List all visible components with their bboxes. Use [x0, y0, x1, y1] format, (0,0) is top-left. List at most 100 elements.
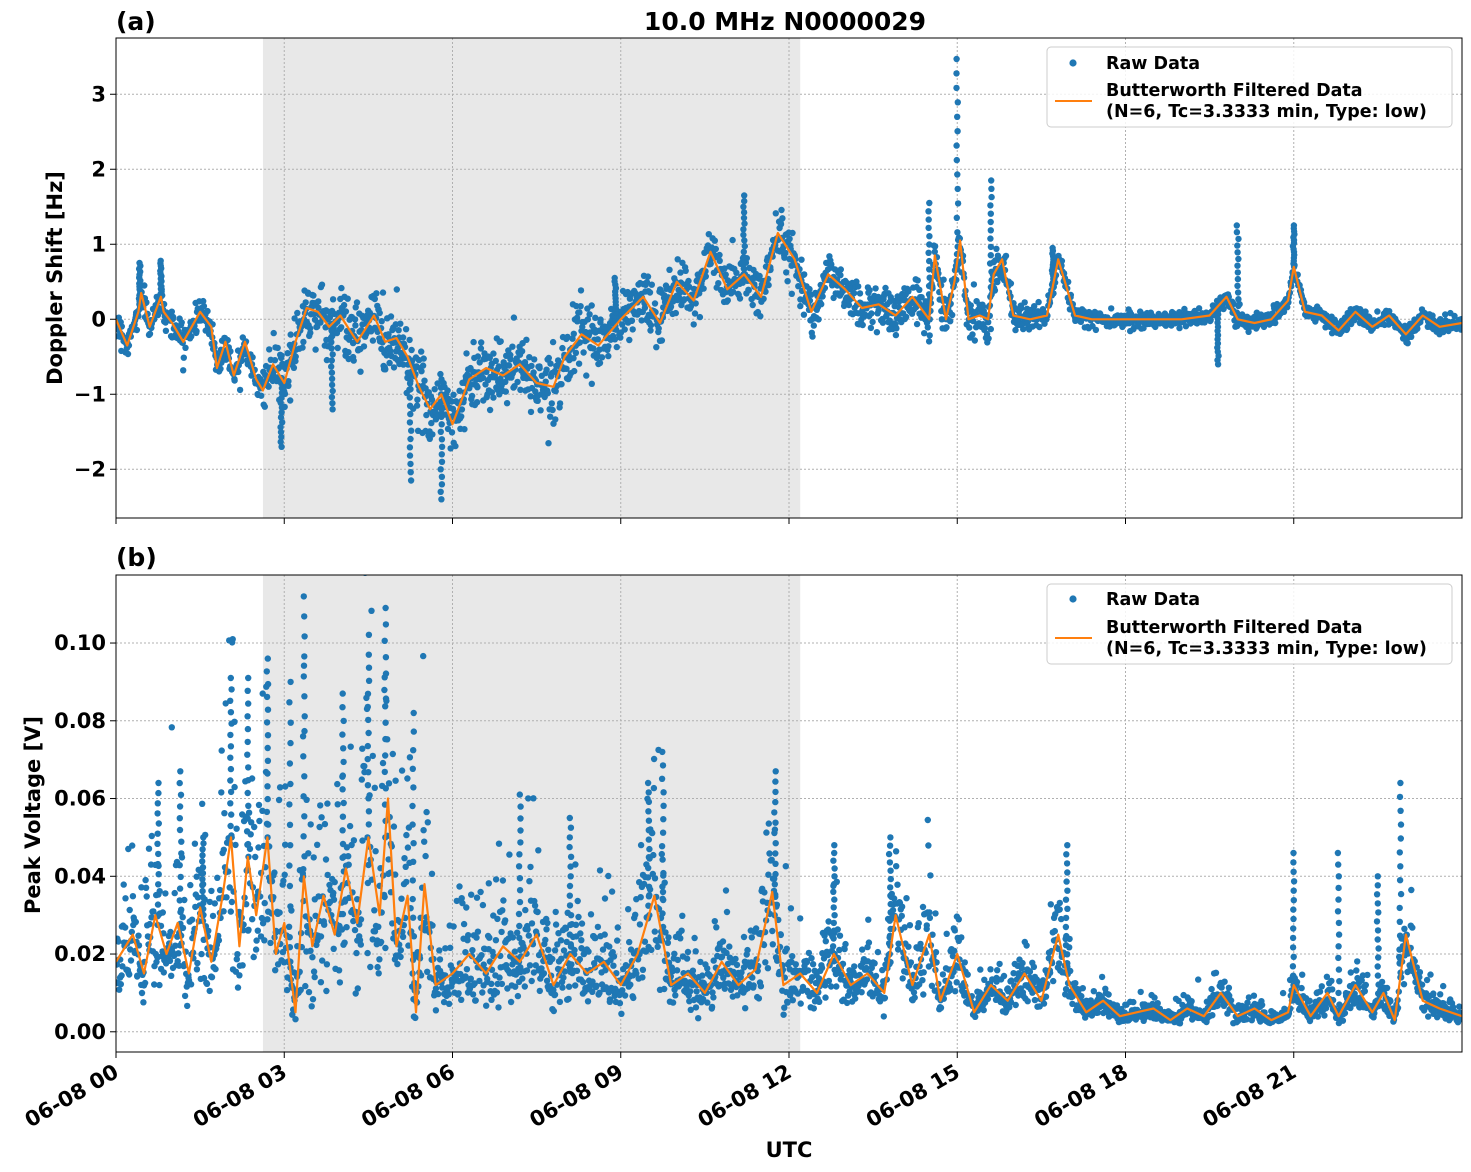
raw-data-point	[608, 888, 616, 895]
raw-data-point	[865, 916, 872, 923]
raw-data-point	[586, 311, 593, 318]
raw-data-point	[855, 283, 862, 290]
raw-data-spike-point	[328, 381, 336, 389]
raw-data-point	[479, 374, 487, 381]
raw-data-point	[364, 949, 371, 957]
raw-data-point	[528, 977, 535, 985]
raw-data-point	[200, 297, 207, 305]
raw-data-point	[636, 879, 643, 886]
raw-data-point	[568, 961, 575, 968]
raw-data-spike-point	[1234, 262, 1241, 269]
raw-data-point	[1019, 959, 1026, 967]
raw-data-point	[493, 989, 501, 996]
raw-data-point	[570, 355, 577, 362]
raw-data-point	[617, 334, 624, 341]
raw-data-point	[711, 237, 718, 244]
raw-data-point	[569, 335, 576, 342]
raw-data-point	[495, 840, 503, 847]
raw-data-point	[306, 325, 314, 332]
y-tick-label: −2	[74, 457, 106, 481]
raw-data-point	[749, 301, 756, 309]
raw-data-point	[346, 822, 354, 830]
raw-data-point	[1072, 980, 1079, 987]
raw-data-point	[816, 998, 823, 1005]
raw-data-point	[212, 965, 219, 973]
raw-data-point	[498, 980, 506, 988]
raw-data-point	[408, 346, 415, 354]
raw-data-point	[169, 313, 177, 321]
raw-data-point	[827, 983, 835, 990]
raw-data-point	[931, 248, 938, 255]
raw-data-point	[1154, 1000, 1161, 1007]
raw-data-point	[636, 921, 644, 928]
raw-data-point	[398, 767, 406, 774]
raw-data-point	[1018, 305, 1025, 312]
raw-data-spike-point	[741, 192, 748, 199]
raw-data-point	[1036, 323, 1043, 331]
raw-data-point	[789, 997, 796, 1004]
raw-data-spike-point	[953, 84, 960, 92]
raw-data-point	[939, 971, 947, 978]
raw-data-point	[528, 920, 536, 927]
raw-data-point	[625, 906, 632, 913]
raw-data-point	[345, 349, 352, 356]
raw-data-point	[638, 317, 645, 324]
raw-data-point	[980, 1006, 987, 1014]
raw-data-point	[389, 920, 396, 927]
raw-data-point	[479, 901, 487, 909]
raw-data-point	[524, 926, 531, 933]
raw-data-point	[715, 280, 722, 287]
raw-data-point	[737, 974, 744, 981]
raw-data-point	[344, 295, 351, 302]
raw-data-point	[156, 981, 163, 989]
raw-data-point	[797, 915, 804, 922]
raw-data-point	[278, 352, 285, 359]
raw-data-point	[1006, 1004, 1013, 1011]
raw-data-point	[447, 944, 454, 951]
raw-data-point	[903, 895, 910, 902]
raw-data-spike-point	[953, 156, 960, 164]
raw-data-point	[537, 407, 544, 414]
raw-data-point	[329, 296, 337, 303]
raw-data-point	[799, 983, 807, 991]
raw-data-point	[234, 951, 241, 958]
raw-data-point	[477, 345, 485, 352]
raw-data-point	[418, 348, 425, 355]
raw-data-point	[450, 391, 457, 398]
raw-data-point	[955, 916, 962, 923]
raw-data-point	[821, 932, 828, 939]
raw-data-point	[232, 841, 239, 849]
raw-data-point	[931, 243, 939, 250]
raw-data-point	[1092, 326, 1100, 334]
raw-data-point	[707, 260, 714, 267]
raw-data-point	[311, 310, 318, 318]
raw-data-spike-point	[437, 466, 444, 473]
raw-data-point	[952, 988, 959, 995]
raw-data-point	[229, 636, 236, 643]
raw-data-point	[905, 288, 912, 295]
raw-data-point	[204, 307, 211, 315]
raw-data-point	[256, 817, 263, 825]
raw-data-point	[712, 245, 719, 253]
raw-data-point	[565, 995, 572, 1003]
raw-data-point	[339, 910, 347, 918]
raw-data-spike-point	[329, 387, 336, 395]
raw-data-point	[818, 301, 825, 308]
raw-data-point	[317, 979, 325, 986]
raw-data-point	[397, 947, 404, 954]
raw-data-point	[972, 1013, 979, 1020]
raw-data-point	[1007, 280, 1015, 287]
raw-data-point	[869, 318, 876, 326]
raw-data-spike-point	[277, 438, 284, 446]
raw-data-point	[530, 795, 537, 802]
raw-data-point	[786, 992, 794, 999]
raw-data-point	[692, 1004, 700, 1011]
raw-data-point	[297, 986, 304, 994]
raw-data-point	[1137, 988, 1144, 996]
raw-data-point	[536, 987, 543, 995]
raw-data-point	[765, 820, 772, 827]
raw-data-point	[985, 335, 992, 342]
raw-data-spike-point	[987, 227, 994, 234]
raw-data-point	[1176, 324, 1183, 332]
raw-data-point	[819, 293, 826, 300]
